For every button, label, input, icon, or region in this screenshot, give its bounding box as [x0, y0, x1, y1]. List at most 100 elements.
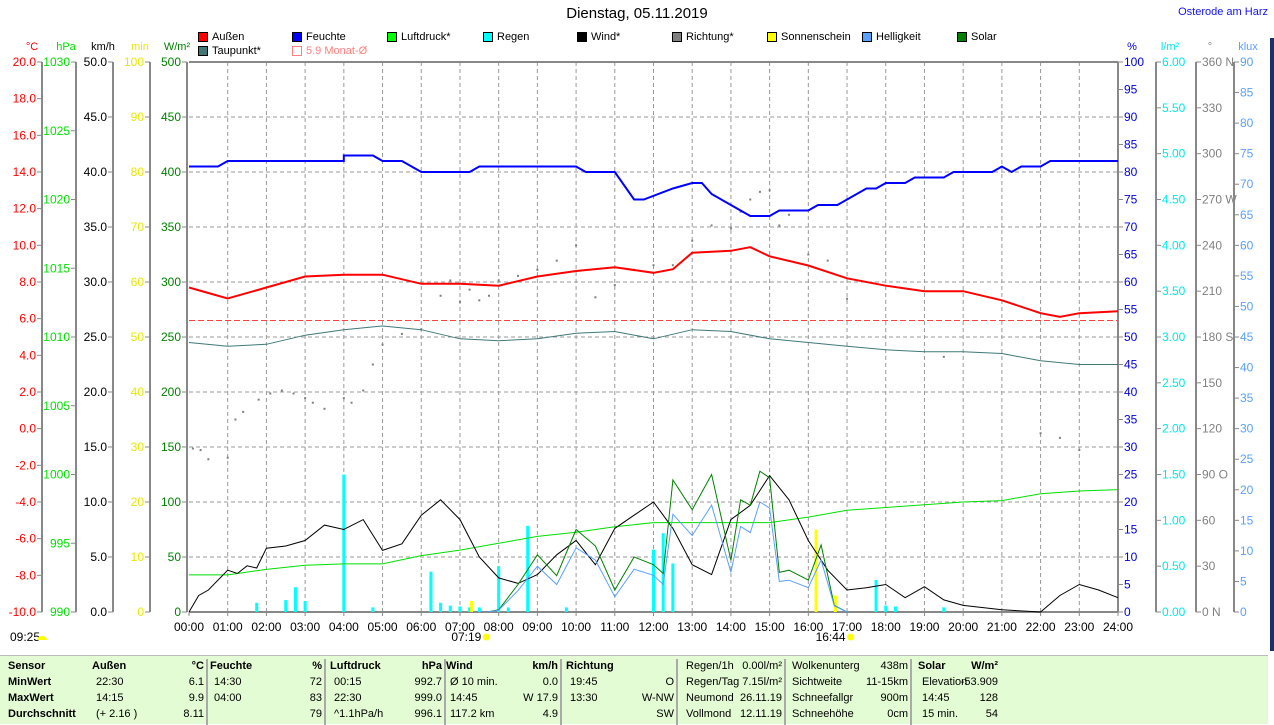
- y-tick-label: 30: [1240, 422, 1254, 436]
- table-cell: km/h: [532, 660, 558, 672]
- table-cell: 19:45: [570, 676, 598, 688]
- table-cell: Außen: [92, 660, 127, 672]
- legend-item: 5.9 Monat-Ø: [292, 45, 367, 57]
- direction-dot: [191, 447, 194, 450]
- table-cell: 900m: [880, 692, 908, 704]
- direction-dot: [575, 244, 578, 247]
- direction-dot: [199, 449, 202, 452]
- y-tick-label: 6.0: [19, 312, 36, 326]
- window-border: [1270, 38, 1274, 651]
- y-tick-label: 12.0: [13, 202, 37, 216]
- y-tick-label: 990: [50, 605, 70, 619]
- table-cell: 04:00: [214, 692, 242, 704]
- x-tick-label: 17:00: [832, 620, 862, 634]
- direction-dot: [555, 259, 558, 262]
- sun-icon: [847, 633, 855, 641]
- direction-dot: [304, 397, 307, 400]
- legend-item: Helligkeit: [862, 31, 921, 43]
- table-cell: 438m: [880, 660, 908, 672]
- table-cell: MaxWert: [8, 692, 54, 704]
- y-tick-label: 500: [161, 55, 181, 69]
- legend-item: Luftdruck*: [387, 31, 451, 43]
- y-tick-label: 0.50: [1162, 559, 1186, 573]
- axis-unit-label: km/h: [91, 41, 115, 53]
- y-tick-label: 120: [1202, 422, 1222, 436]
- y-tick-label: 35: [1124, 413, 1138, 427]
- legend-label: Helligkeit: [876, 31, 921, 43]
- y-tick-label: 85: [1124, 138, 1138, 152]
- rain-bar: [468, 607, 472, 612]
- y-tick-label: 30: [131, 440, 145, 454]
- rain-bar: [506, 607, 510, 612]
- rain-bar: [884, 605, 888, 612]
- table-cell: Ø 10 min.: [450, 676, 498, 688]
- direction-dot: [536, 268, 539, 271]
- table-cell: 83: [309, 692, 322, 704]
- y-tick-label: 85: [1240, 86, 1254, 100]
- legend-label: Regen: [497, 31, 530, 43]
- y-tick-label: 270 W: [1202, 193, 1237, 207]
- y-tick-label: 2.50: [1162, 376, 1186, 390]
- direction-dot: [807, 253, 810, 256]
- y-tick-label: 1020: [43, 193, 70, 207]
- table-cell: 11-15km: [866, 676, 908, 688]
- y-tick-label: 240: [1202, 238, 1222, 252]
- table-column-group: [784, 659, 912, 725]
- y-tick-label: 50: [1124, 330, 1138, 344]
- table-cell: 128: [979, 692, 998, 704]
- y-tick-label: -2.0: [15, 458, 36, 472]
- y-tick-label: -10.0: [9, 605, 37, 619]
- table-cell: Sensor: [8, 660, 46, 672]
- table-cell: Feuchte: [210, 660, 253, 672]
- y-tick-label: 15.0: [84, 440, 108, 454]
- x-tick-label: 16:00: [793, 620, 823, 634]
- y-tick-label: 6.00: [1162, 55, 1186, 69]
- table-cell: 8.11: [183, 708, 204, 720]
- axis-unit-label: hPa: [56, 41, 76, 53]
- axis-unit-label: °C: [26, 41, 38, 53]
- legend-label: Richtung*: [686, 31, 734, 43]
- y-tick-label: 60: [1124, 275, 1138, 289]
- y-tick-label: 5.50: [1162, 101, 1186, 115]
- y-tick-label: 90 O: [1202, 468, 1228, 482]
- y-tick-label: 5.00: [1162, 147, 1186, 161]
- y-tick-label: 25: [1240, 452, 1254, 466]
- table-cell: 14:45: [450, 692, 478, 704]
- y-tick-label: 4.50: [1162, 193, 1186, 207]
- y-tick-label: 2.00: [1162, 422, 1186, 436]
- direction-dot: [478, 299, 481, 302]
- y-tick-label: 0.00: [1162, 605, 1186, 619]
- direction-dot: [381, 343, 384, 346]
- legend-swatch: [577, 32, 587, 42]
- axis-unit-label: W/m²: [164, 41, 191, 53]
- direction-dot: [487, 294, 490, 297]
- y-tick-label: 5: [1240, 574, 1247, 588]
- rain-bar: [448, 605, 452, 612]
- y-tick-label: 350: [161, 220, 181, 234]
- y-tick-label: 14.0: [13, 165, 37, 179]
- legend-swatch: [862, 32, 872, 42]
- y-tick-label: 60: [1202, 513, 1216, 527]
- y-tick-label: 35: [1240, 391, 1254, 405]
- direction-dot: [1058, 436, 1061, 439]
- y-tick-label: 400: [161, 165, 181, 179]
- y-tick-label: 16.0: [13, 128, 37, 142]
- y-tick-label: 40.0: [84, 165, 108, 179]
- direction-dot: [1078, 449, 1081, 452]
- direction-dot: [439, 294, 442, 297]
- table-cell: Regen/1h: [686, 660, 734, 672]
- series-line-helligkeit: [487, 501, 848, 613]
- y-tick-label: 450: [161, 110, 181, 124]
- y-tick-label: 45.0: [84, 110, 108, 124]
- y-tick-label: 25: [1124, 468, 1138, 482]
- table-cell: 14:45: [922, 692, 950, 704]
- sunshine-bar: [833, 595, 837, 612]
- direction-dot: [234, 418, 237, 421]
- weather-chart: 00:00 01:00 02:00 03:00 04:00 05:00 06:00 07:00…: [9, 41, 1259, 644]
- table-cell: Durchschnitt: [8, 708, 76, 720]
- y-tick-label: 1.00: [1162, 513, 1186, 527]
- y-tick-label: 4.0: [19, 348, 36, 362]
- table-column-group: [442, 659, 562, 725]
- sunset-time: 16:44: [816, 630, 846, 644]
- chart-title: Dienstag, 05.11.2019: [566, 5, 708, 22]
